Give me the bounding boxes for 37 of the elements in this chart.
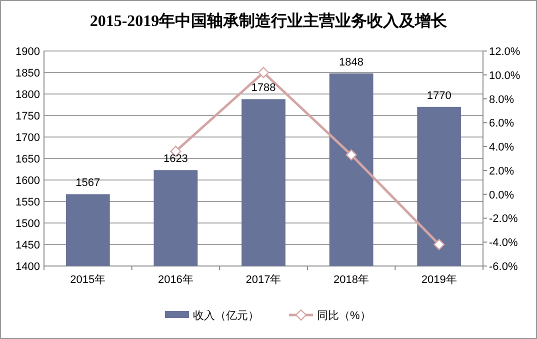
data-label: 1567 [76,177,100,190]
y-tick-label: 1750 [16,110,40,122]
y2-tick-label: 4.0% [489,142,514,154]
x-tick-label: 2018年 [334,274,370,286]
y-tick-label: 1850 [16,68,40,80]
y-tick-label: 1700 [16,132,40,144]
y-tick-label: 1400 [16,261,40,273]
y-tick-label: 1500 [16,218,40,230]
y-tick-label: 1900 [16,46,40,58]
y2-tick-label: 2.0% [489,165,514,178]
y2-tick-label: -6.0% [489,261,518,273]
y2-tick-label: 0.0% [489,189,514,202]
y-tick-label: 1600 [16,175,40,187]
y2-tick-label: -4.0% [489,237,518,250]
x-tick-label: 2016年 [158,274,194,286]
y-tick-label: 1800 [16,89,40,101]
data-label: 1848 [339,56,364,68]
data-label: 1788 [251,82,276,94]
y2-tick-label: 10.0% [489,70,520,82]
x-tick-label: 2019年 [421,274,457,286]
chart-title: 2015-2019年中国轴承制造行业主营业务收入及增长 [90,11,448,30]
data-label: 1770 [426,90,452,102]
x-tick-label: 2017年 [246,274,282,286]
data-label: 1623 [163,153,188,166]
y2-tick-label: 6.0% [489,118,514,130]
y-tick-label: 1450 [16,240,40,252]
y-tick-label: 1650 [16,154,40,166]
point [346,149,357,161]
y2-tick-label: 12.0% [489,46,520,58]
y2-tick-label: -2.0% [489,213,518,226]
legend-label: 收入（亿元） [193,309,259,322]
point [434,238,445,250]
y-tick-label: 1550 [16,196,40,208]
x-tick-label: 2015年 [70,274,106,286]
legend-label: 同比（%） [317,309,371,322]
y2-tick-label: 8.0% [489,94,514,106]
point [258,66,270,78]
